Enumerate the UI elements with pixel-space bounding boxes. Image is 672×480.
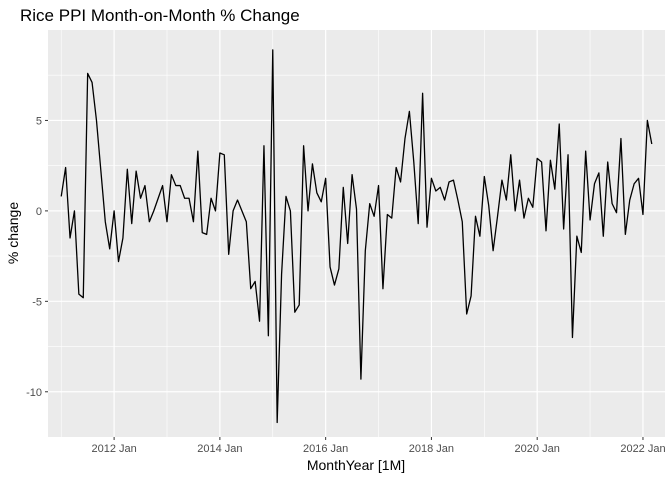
y-tick-label: 0 (36, 206, 42, 218)
y-axis-title: % change (5, 202, 21, 264)
x-tick-label: 2022 Jan (620, 443, 665, 455)
x-tick-label: 2016 Jan (303, 443, 348, 455)
y-axis: -10 -5 0 5 (26, 115, 48, 399)
x-tick-label: 2012 Jan (91, 443, 136, 455)
minor-grid (48, 30, 665, 437)
x-tick-label: 2020 Jan (515, 443, 560, 455)
x-axis: 2012 Jan 2014 Jan 2016 Jan 2018 Jan 2020 Jan… (91, 437, 666, 455)
x-tick-label: 2018 Jan (409, 443, 454, 455)
x-tick-label: 2014 Jan (197, 443, 242, 455)
y-tick-label: 5 (36, 115, 42, 127)
chart-title: Rice PPI Month-on-Month % Change (20, 6, 300, 25)
x-axis-title: MonthYear [1M] (307, 457, 405, 473)
major-grid (48, 30, 665, 437)
y-tick-label: -5 (32, 296, 42, 308)
y-tick-label: -10 (26, 387, 42, 399)
series-line (60, 49, 653, 424)
